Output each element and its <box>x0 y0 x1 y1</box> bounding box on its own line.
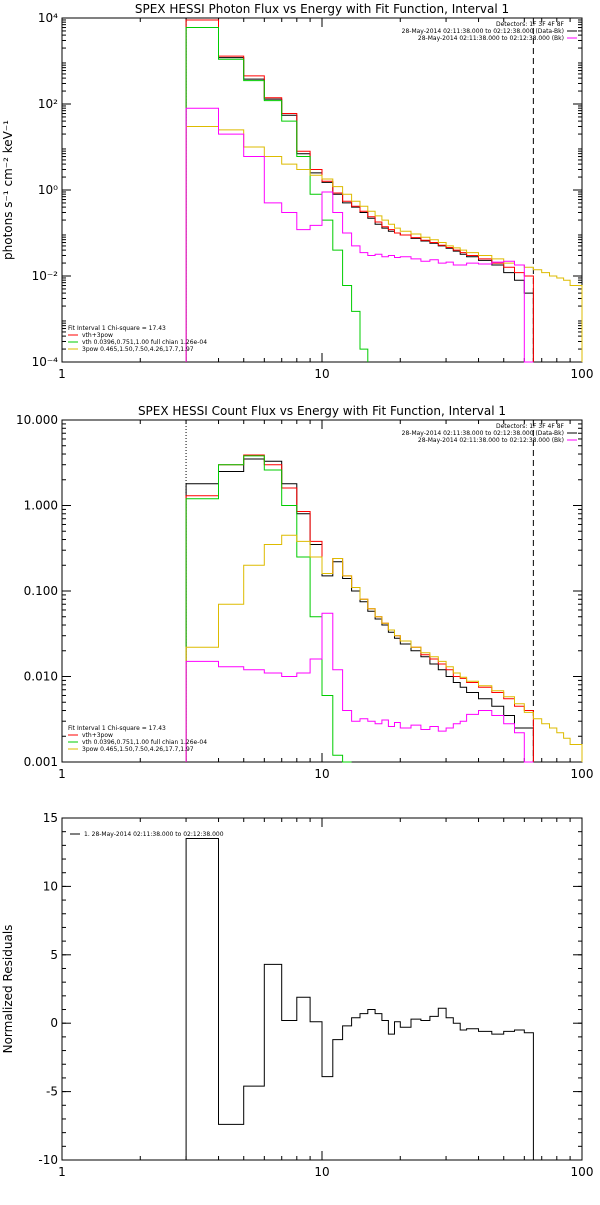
x-tick-label-2: 1 <box>58 767 66 781</box>
series-line-data-bk <box>185 17 534 362</box>
x-tick-label-3: 1 <box>58 1165 66 1179</box>
legend-entry-top-right: 28-May-2014 02:11:38.000 to 02:12:38.000… <box>402 28 564 35</box>
y-tick-label-3: 0 <box>50 1016 58 1030</box>
y-tick-label-2: 10.000 <box>16 413 58 427</box>
y-tick-label-1: 10⁰ <box>38 183 58 197</box>
y-tick-label-2: 1.000 <box>24 499 58 513</box>
legend-entry-bottom-left: Fit Interval 1 Chi-square = 17.43 <box>68 725 166 732</box>
y-tick-label-2: 0.100 <box>24 584 58 598</box>
series-line-1-28-may-2014-02-11-38-000-to-02-12-38-000 <box>185 838 534 1160</box>
x-tick-label-1: 100 <box>571 367 594 381</box>
chart-title-2: SPEX HESSI Count Flux vs Energy with Fit… <box>138 404 506 418</box>
legend-entry-top-right: 28-May-2014 02:11:38.000 to 02:12:38.000… <box>418 437 564 444</box>
legend-entry-bottom-left: 3pow 0.465,1.50,7.50,4.26,17.7,1.97 <box>82 746 194 753</box>
y-tick-label-1: 10⁴ <box>38 11 58 25</box>
y-tick-label-3: 15 <box>43 811 58 825</box>
x-tick-label-3: 10 <box>314 1165 329 1179</box>
legend-entry-bottom-left: 3pow 0.465,1.50,7.50,4.26,17.7,1.97 <box>82 346 194 353</box>
series-line-vth-3pow <box>185 19 534 362</box>
x-tick-label-1: 1 <box>58 367 66 381</box>
legend-entry-bottom-left: vth+3pow <box>82 332 113 339</box>
series-line-bk <box>185 612 534 763</box>
legend-entry-bottom-left: vth 0.0396,0.751,1.00 full chian 1.26e-0… <box>82 339 207 346</box>
y-axis-label-3: Normalized Residuals <box>1 925 15 1054</box>
y-tick-label-3: 5 <box>50 948 58 962</box>
legend-entry-bottom-left: vth 0.0396,0.751,1.00 full chian 1.26e-0… <box>82 739 207 746</box>
y-tick-label-1: 10⁻² <box>32 269 59 283</box>
series-line-3pow <box>185 126 583 362</box>
legend-entry-top-right: Detectors: 1F 3F 4F 8F <box>496 21 565 28</box>
x-tick-label-2: 100 <box>571 767 594 781</box>
series-line-vth <box>185 27 369 362</box>
legend-entry-top-right: 28-May-2014 02:11:38.000 to 02:12:38.000… <box>418 35 564 42</box>
y-tick-label-1: 10⁻⁴ <box>32 355 59 369</box>
y-axis-label-1: photons s⁻¹ cm⁻² keV⁻¹ <box>1 120 15 260</box>
series-line-vth-3pow <box>185 454 534 762</box>
series-line-3pow <box>185 534 583 762</box>
plot-frame-3 <box>61 817 583 1161</box>
legend-entry-top-right: 28-May-2014 02:11:38.000 to 02:12:38.000… <box>402 430 564 437</box>
x-tick-label-1: 10 <box>314 367 329 381</box>
series-line-data-bk <box>185 458 534 762</box>
y-tick-label-3: 10 <box>43 879 58 893</box>
y-tick-label-3: -5 <box>46 1085 58 1099</box>
x-tick-label-2: 10 <box>314 767 329 781</box>
y-tick-label-2: 0.001 <box>24 755 58 769</box>
y-tick-label-2: 0.010 <box>24 670 58 684</box>
y-tick-label-3: -10 <box>38 1153 58 1167</box>
legend-entry-bottom-left: Fit Interval 1 Chi-square = 17.43 <box>68 325 166 332</box>
series-line-bk <box>185 107 534 363</box>
chart-title-1: SPEX HESSI Photon Flux vs Energy with Fi… <box>135 2 509 16</box>
legend-entry-top-right: Detectors: 1F 3F 4F 8F <box>496 423 565 430</box>
x-tick-label-3: 100 <box>571 1165 594 1179</box>
plot-frame-1 <box>61 17 583 363</box>
y-tick-label-1: 10² <box>38 97 58 111</box>
legend-entry-bottom-left: vth+3pow <box>82 732 113 739</box>
series-line-vth <box>185 455 352 763</box>
legend-entry-top-left: 1. 28-May-2014 02:11:38.000 to 02:12:38.… <box>84 831 224 838</box>
